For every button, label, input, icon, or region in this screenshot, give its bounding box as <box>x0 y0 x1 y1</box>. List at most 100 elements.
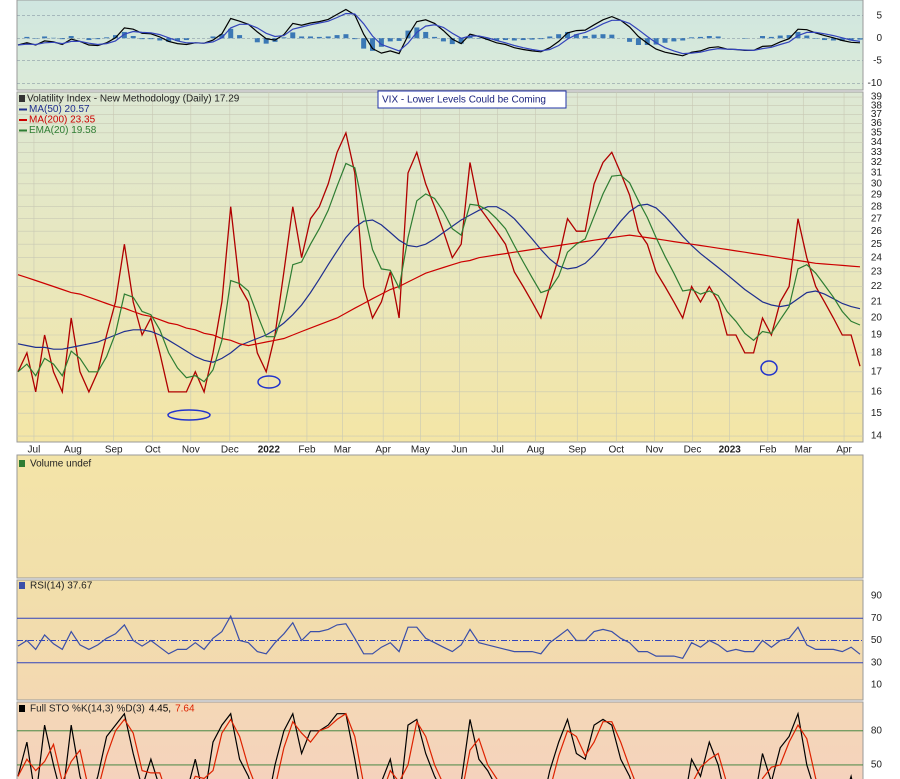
y-tick-label: 80 <box>871 725 883 736</box>
macd-histogram-bar <box>166 38 172 42</box>
macd-histogram-bar <box>325 36 331 39</box>
macd-histogram-bar <box>237 35 243 39</box>
macd-histogram-bar <box>680 38 686 41</box>
macd-histogram-bar <box>502 38 508 41</box>
y-tick-label: 24 <box>871 252 883 263</box>
y-tick-label: 14 <box>871 431 883 442</box>
macd-histogram-bar <box>857 38 863 40</box>
macd-histogram-bar <box>627 38 633 42</box>
volume-panel <box>16 454 864 579</box>
panel-plot <box>17 614 863 664</box>
x-tick-label: Feb <box>298 445 316 456</box>
macd-histogram-bar <box>405 30 411 39</box>
macd-histogram-bar <box>121 31 127 39</box>
x-tick-label: Aug <box>527 445 545 456</box>
macd-histogram-bar <box>768 36 774 39</box>
series-line <box>17 711 853 779</box>
y-tick-label: 36 <box>871 118 883 129</box>
macd-histogram-bar <box>281 37 287 39</box>
macd-histogram-bar <box>370 38 376 51</box>
series-line <box>17 12 861 55</box>
y-tick-label: 22 <box>871 281 883 292</box>
y-tick-label: 29 <box>871 190 883 201</box>
y-tick-label: 50 <box>871 760 883 771</box>
x-tick-label: Dec <box>221 445 239 456</box>
macd-histogram-bar <box>299 36 305 39</box>
x-tick-label: Mar <box>795 445 813 456</box>
macd-histogram-bar <box>183 38 189 41</box>
macd-histogram-bar <box>254 38 260 43</box>
x-tick-label: Oct <box>608 445 624 456</box>
macd-histogram-bar <box>804 35 810 39</box>
series-line <box>17 712 817 779</box>
y-tick-label: 25 <box>871 239 883 250</box>
annotation-box <box>377 90 567 109</box>
x-tick-label: Jun <box>451 445 467 456</box>
macd-histogram-bar <box>440 38 446 42</box>
macd-histogram-bar <box>219 34 225 39</box>
macd-histogram-bar <box>378 38 384 47</box>
x-tick-label: Sep <box>105 445 123 456</box>
y-tick-label: 35 <box>871 127 883 138</box>
y-tick-label: -10 <box>868 78 883 89</box>
y-tick-label: 20 <box>871 313 883 324</box>
macd-histogram-bar <box>157 38 163 41</box>
series-line <box>17 234 861 347</box>
y-tick-label: 32 <box>871 157 883 168</box>
price-title: Volatility Index - New Methodology (Dail… <box>27 94 240 105</box>
macd-histogram-bar <box>591 34 597 39</box>
y-tick-label: 50 <box>871 635 883 646</box>
macd-histogram-bar <box>582 36 588 39</box>
rsi-title: RSI(14) 37.67 <box>30 581 93 592</box>
x-tick-label: Sep <box>568 445 586 456</box>
macd-histogram-bar <box>609 34 615 39</box>
title-icon <box>19 705 25 712</box>
macd-histogram-bar <box>86 38 92 41</box>
macd-histogram-bar <box>706 36 712 39</box>
legend-label: 7.64 <box>175 704 195 715</box>
series-line <box>17 130 861 395</box>
macd-histogram-bar <box>556 34 562 39</box>
macd-histogram-bar <box>24 36 30 39</box>
macd-histogram-bar <box>653 38 659 45</box>
x-tick-label: Aug <box>64 445 82 456</box>
macd-histogram-bar <box>290 32 296 39</box>
y-tick-label: 18 <box>871 348 883 359</box>
panel-plot <box>17 8 863 84</box>
x-tick-label: Apr <box>836 445 852 456</box>
x-tick-label: Mar <box>334 445 352 456</box>
volume-title: Volume undef <box>30 459 91 470</box>
rsi-panel <box>16 579 864 701</box>
y-tick-label: 28 <box>871 201 883 212</box>
macd-histogram-bar <box>467 36 473 39</box>
y-tick-label: -5 <box>873 55 882 66</box>
title-icon <box>19 95 25 102</box>
y-tick-label: 15 <box>871 408 883 419</box>
series-line <box>17 614 861 659</box>
y-tick-label: 39 <box>871 92 883 103</box>
y-tick-label: 10 <box>871 680 883 691</box>
macd-histogram-bar <box>662 38 668 43</box>
macd-histogram-bar <box>830 38 836 41</box>
macd-histogram-bar <box>387 38 393 42</box>
y-tick-label: 26 <box>871 226 883 237</box>
y-tick-label: 90 <box>871 591 883 602</box>
y-tick-label: 19 <box>871 330 883 341</box>
y-tick-label: 27 <box>871 213 883 224</box>
title-icon <box>19 460 25 467</box>
macd-histogram-bar <box>644 38 650 45</box>
macd-histogram-bar <box>449 38 455 45</box>
macd-histogram-bar <box>494 38 500 41</box>
x-tick-label: 2023 <box>719 445 742 456</box>
y-tick-label: 23 <box>871 266 883 277</box>
macd-histogram-bar <box>432 36 438 39</box>
macd-histogram-bar <box>112 35 118 39</box>
x-tick-label: Nov <box>645 445 663 456</box>
macd-histogram-bar <box>130 36 136 39</box>
series-line <box>17 203 861 363</box>
y-tick-label: 16 <box>871 386 883 397</box>
macd-histogram-bar <box>334 35 340 39</box>
x-tick-label: Jul <box>491 445 504 456</box>
